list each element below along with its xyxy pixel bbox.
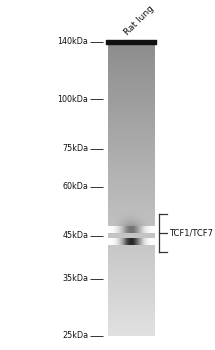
Text: 100kDa: 100kDa [57, 95, 88, 104]
Text: 35kDa: 35kDa [62, 274, 88, 283]
Text: 140kDa: 140kDa [57, 37, 88, 47]
Text: 75kDa: 75kDa [62, 144, 88, 153]
Text: 45kDa: 45kDa [62, 231, 88, 240]
Text: 25kDa: 25kDa [62, 331, 88, 341]
Text: Rat lung: Rat lung [123, 4, 156, 37]
Text: 60kDa: 60kDa [62, 182, 88, 191]
Text: TCF1/TCF7: TCF1/TCF7 [169, 229, 213, 237]
